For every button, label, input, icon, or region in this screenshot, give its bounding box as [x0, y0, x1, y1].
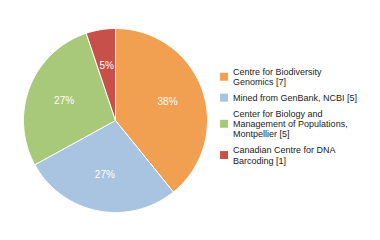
svg-text:27%: 27%: [95, 169, 115, 180]
svg-text:Center for Biology andManageme: Center for Biology andManagement of Popu…: [233, 109, 348, 140]
svg-text:Mined from GenBank, NCBI [5]: Mined from GenBank, NCBI [5]: [233, 93, 357, 103]
svg-text:Centre for BiodiversityGenomic: Centre for BiodiversityGenomics [7]: [233, 67, 322, 87]
svg-text:27%: 27%: [54, 95, 74, 106]
svg-text:38%: 38%: [158, 96, 178, 107]
svg-text:5%: 5%: [99, 60, 114, 71]
svg-text:Canadian Centre for DNABarcodi: Canadian Centre for DNABarcoding [1]: [233, 145, 336, 165]
